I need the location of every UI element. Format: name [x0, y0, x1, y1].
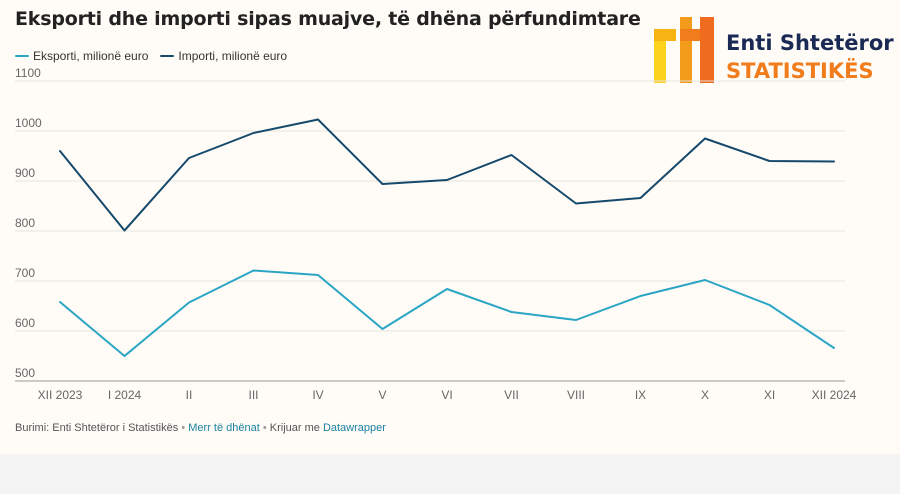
import-data-point[interactable] [506, 149, 518, 161]
legend-swatch-import [160, 55, 175, 57]
footer: Burimi: Enti Shtetëror i Statistikës • M… [15, 422, 386, 434]
x-tick-label: XII 2023 [38, 388, 83, 402]
import-data-point[interactable] [699, 133, 711, 145]
created-with-text: Krijuar me [269, 422, 320, 434]
import-data-point[interactable] [183, 152, 195, 164]
logo-text-line2: STATISTIKËS [726, 59, 874, 83]
import-data-point[interactable] [828, 156, 840, 168]
x-tick-label: IX [635, 388, 646, 402]
y-tick-label: 1000 [15, 116, 42, 130]
export-data-point[interactable] [699, 274, 711, 286]
import-data-point[interactable] [377, 178, 389, 190]
import-series-line [59, 118, 835, 232]
legend-item-export: Eksporti, milionë euro [15, 49, 148, 63]
series-layer [54, 114, 840, 362]
logo: Enti Shtetëror i STATISTIKËS [650, 15, 900, 85]
import-data-point[interactable] [54, 145, 66, 157]
x-axis-labels: XII 2023 I 2024 II III IV V VI VII VIII IX X XI XII … [38, 388, 857, 402]
chart-title: Eksporti dhe importi sipas muajve, të dh… [15, 8, 641, 30]
x-tick-label: X [701, 388, 709, 402]
legend-label-export: Eksporti, milionë euro [33, 49, 149, 63]
export-data-point[interactable] [506, 306, 518, 318]
legend: Eksporti, milionë euro Importi, milionë … [15, 49, 287, 63]
grid-layer [15, 80, 845, 382]
legend-swatch-export [15, 55, 29, 57]
export-data-point[interactable] [764, 299, 776, 311]
export-data-point[interactable] [312, 269, 324, 281]
x-tick-label: VIII [567, 388, 585, 402]
export-series-line [59, 269, 835, 357]
x-tick-label: I 2024 [108, 388, 142, 402]
line-chart: 500 600 700 800 900 1000 1100 XII 2023 I 2024 II… [15, 66, 857, 402]
import-data-point[interactable] [119, 225, 131, 237]
import-data-point[interactable] [312, 114, 324, 126]
y-tick-label: 600 [15, 316, 35, 330]
x-tick-label: VI [441, 388, 452, 402]
logo-text-line1: Enti Shtetëror i [726, 31, 900, 55]
y-tick-label: 700 [15, 266, 35, 280]
x-tick-label: XII 2024 [812, 388, 857, 402]
source-text: Burimi: Enti Shtetëror i Statistikës [15, 422, 179, 434]
chart-card [0, 0, 900, 454]
legend-label-import: Importi, milionë euro [178, 49, 288, 63]
import-data-point[interactable] [441, 174, 453, 186]
x-tick-label: IV [312, 388, 323, 402]
y-tick-label: 900 [15, 166, 35, 180]
export-data-point[interactable] [570, 314, 582, 326]
x-tick-label: VII [504, 388, 519, 402]
import-data-point[interactable] [248, 127, 260, 139]
export-data-point[interactable] [54, 296, 66, 308]
export-data-point[interactable] [119, 350, 131, 362]
export-data-point[interactable] [441, 283, 453, 295]
export-data-point[interactable] [635, 290, 647, 302]
y-tick-label: 1100 [15, 66, 41, 80]
export-data-point[interactable] [828, 342, 840, 354]
export-data-point[interactable] [377, 323, 389, 335]
y-axis-labels: 500 600 700 800 900 1000 1100 [15, 66, 42, 380]
y-tick-label: 500 [15, 366, 35, 380]
logo-mark-icon [654, 17, 714, 83]
export-data-point[interactable] [183, 297, 195, 309]
footer-separator: • [181, 422, 186, 434]
import-data-point[interactable] [635, 192, 647, 204]
x-tick-label: V [378, 388, 386, 402]
y-tick-label: 800 [15, 216, 35, 230]
datawrapper-link[interactable]: Datawrapper [322, 422, 386, 434]
import-data-point[interactable] [764, 155, 776, 167]
x-tick-label: XI [764, 388, 775, 402]
legend-item-import: Importi, milionë euro [160, 49, 287, 63]
export-data-point[interactable] [248, 265, 260, 277]
footer-separator: • [262, 422, 267, 434]
x-tick-label: II [186, 388, 193, 402]
x-tick-label: III [248, 388, 258, 402]
import-data-point[interactable] [570, 198, 582, 210]
get-data-link[interactable]: Merr të dhënat [188, 422, 260, 434]
